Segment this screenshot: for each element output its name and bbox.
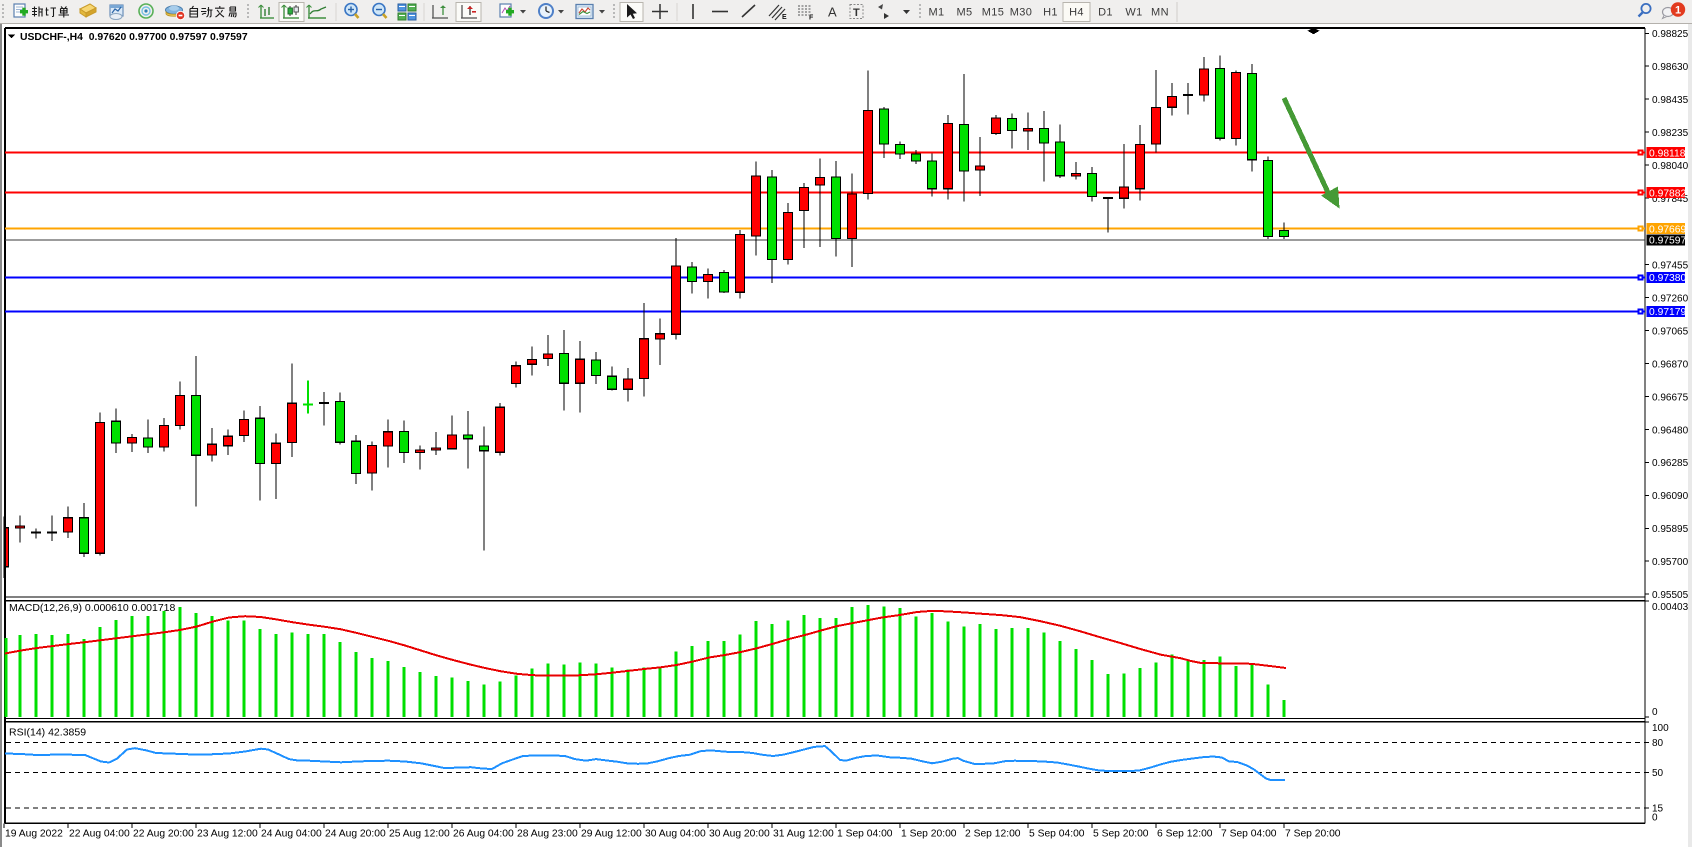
svg-text:22 Aug 04:00: 22 Aug 04:00 [69,829,130,840]
svg-text:A: A [828,5,837,20]
svg-text:F: F [809,15,814,22]
svg-text:W1: W1 [1125,7,1142,19]
svg-text:RSI(14) 42.3859: RSI(14) 42.3859 [9,726,86,738]
svg-text:0.98825: 0.98825 [1652,29,1689,40]
svg-text:0.96480: 0.96480 [1652,425,1689,436]
svg-text:0.96870: 0.96870 [1652,359,1689,370]
svg-text:1 Sep 04:00: 1 Sep 04:00 [837,829,893,840]
svg-text:1: 1 [1675,5,1681,17]
svg-text:0.95700: 0.95700 [1652,557,1689,568]
svg-text:100: 100 [1652,723,1669,734]
svg-text:6 Sep 12:00: 6 Sep 12:00 [1157,829,1213,840]
svg-text:E: E [782,14,787,21]
svg-text:0.97669: 0.97669 [1649,224,1686,235]
svg-text:0.97380: 0.97380 [1649,273,1686,284]
svg-text:MACD(12,26,9) 0.000610 0.00171: MACD(12,26,9) 0.000610 0.001718 [9,602,176,614]
svg-text:30 Aug 04:00: 30 Aug 04:00 [645,829,706,840]
svg-text:0.98435: 0.98435 [1652,95,1689,106]
svg-text:2 Sep 12:00: 2 Sep 12:00 [965,829,1021,840]
svg-text:0.97260: 0.97260 [1652,294,1689,305]
svg-text:80: 80 [1652,738,1664,749]
svg-text:0.98118: 0.98118 [1649,149,1686,160]
svg-text:31 Aug 12:00: 31 Aug 12:00 [773,829,834,840]
svg-text:7 Sep 20:00: 7 Sep 20:00 [1285,829,1341,840]
svg-text:22 Aug 20:00: 22 Aug 20:00 [133,829,194,840]
svg-text:24 Aug 04:00: 24 Aug 04:00 [261,829,322,840]
svg-text:0.96675: 0.96675 [1652,392,1689,403]
svg-text:M15: M15 [982,7,1005,19]
svg-text:29 Aug 12:00: 29 Aug 12:00 [581,829,642,840]
svg-text:0: 0 [1652,707,1658,718]
svg-text:0.97065: 0.97065 [1652,326,1689,337]
svg-text:15: 15 [1652,804,1664,815]
svg-text:0.98040: 0.98040 [1652,161,1689,172]
svg-text:7 Sep 04:00: 7 Sep 04:00 [1221,829,1277,840]
svg-text:M1: M1 [928,7,944,19]
svg-text:0.97179: 0.97179 [1649,307,1686,318]
svg-text:30 Aug 20:00: 30 Aug 20:00 [709,829,770,840]
svg-text:1 Sep 20:00: 1 Sep 20:00 [901,829,957,840]
svg-text:0.95505: 0.95505 [1652,590,1689,601]
svg-text:0.97597: 0.97597 [1649,236,1686,247]
svg-text:0.00403: 0.00403 [1652,602,1689,613]
svg-text:5 Sep 04:00: 5 Sep 04:00 [1029,829,1085,840]
svg-text:M30: M30 [1010,7,1033,19]
svg-text:M5: M5 [956,7,972,19]
svg-text:D1: D1 [1098,7,1113,19]
svg-text:50: 50 [1652,768,1664,779]
svg-text:T: T [853,7,860,19]
svg-text:MN: MN [1151,7,1169,19]
svg-text:25 Aug 12:00: 25 Aug 12:00 [389,829,450,840]
svg-text:24 Aug 20:00: 24 Aug 20:00 [325,829,386,840]
svg-text:0: 0 [1652,813,1658,824]
svg-text:H4: H4 [1069,7,1084,19]
svg-text:0.97455: 0.97455 [1652,261,1689,272]
svg-text:0.98235: 0.98235 [1652,128,1689,139]
svg-text:H1: H1 [1043,7,1058,19]
svg-text:28 Aug 23:00: 28 Aug 23:00 [517,829,578,840]
svg-text:USDCHF-,H4 0.97620 0.97700 0.: USDCHF-,H4 0.97620 0.97700 0.97597 0.975… [20,32,248,43]
svg-text:5 Sep 20:00: 5 Sep 20:00 [1093,829,1149,840]
svg-text:0.97882: 0.97882 [1649,188,1686,199]
svg-text:26 Aug 04:00: 26 Aug 04:00 [453,829,514,840]
svg-text:0.98630: 0.98630 [1652,62,1689,73]
svg-text:0.96090: 0.96090 [1652,491,1689,502]
svg-text:0.96285: 0.96285 [1652,458,1689,469]
svg-text:23 Aug 12:00: 23 Aug 12:00 [197,829,258,840]
svg-text:19 Aug 2022: 19 Aug 2022 [5,829,63,840]
svg-text:0.97845: 0.97845 [1652,194,1689,205]
svg-text:0.95895: 0.95895 [1652,524,1689,535]
